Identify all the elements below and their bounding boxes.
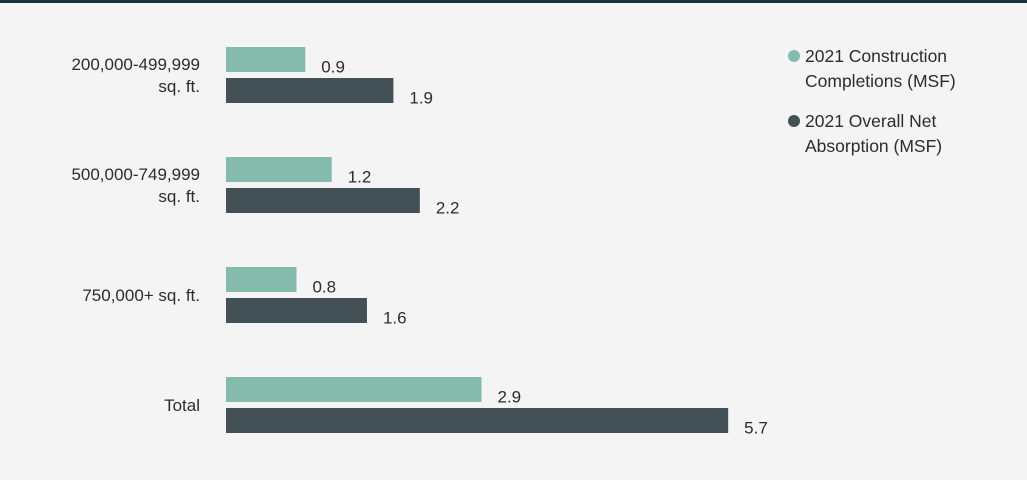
bar-chart: 200,000-499,999 sq. ft. 0.9 1.9 500,000-749,…	[71, 47, 768, 438]
category-label: 500,000-749,999 sq. ft.	[71, 165, 200, 206]
data-label: 2.9	[497, 388, 521, 407]
data-label: 5.7	[744, 419, 768, 438]
legend-item-completions: 2021 Construction Completions (MSF)	[788, 44, 1018, 94]
legend-label-absorption-line1: 2021 Overall Net	[805, 111, 937, 131]
legend: 2021 Construction Completions (MSF) 2021…	[788, 44, 1018, 174]
legend-label-completions-line2: Completions (MSF)	[805, 71, 956, 91]
bar-absorption	[226, 408, 729, 433]
bar-completions	[226, 377, 482, 402]
legend-label-completions-line1: 2021 Construction	[805, 46, 948, 66]
data-label: 0.8	[312, 278, 336, 297]
data-label: 1.9	[409, 89, 433, 108]
legend-label-absorption-line2: Absorption (MSF)	[805, 136, 943, 156]
bar-completions	[226, 157, 332, 182]
data-label: 2.2	[436, 199, 460, 218]
bar-absorption	[226, 298, 367, 323]
bar-completions	[226, 47, 306, 72]
category-label: 200,000-499,999 sq. ft.	[71, 55, 200, 96]
data-label: 1.6	[383, 309, 407, 328]
legend-item-absorption: 2021 Overall Net Absorption (MSF)	[788, 109, 1018, 159]
bar-absorption	[226, 188, 420, 213]
category-label: 750,000+ sq. ft.	[82, 286, 200, 305]
category-label: Total	[164, 396, 200, 415]
bar-completions	[226, 267, 297, 292]
data-label: 0.9	[321, 58, 345, 77]
data-label: 1.2	[348, 168, 372, 187]
legend-swatch-completions	[788, 50, 800, 62]
bar-absorption	[226, 78, 394, 103]
top-rule	[0, 0, 1027, 3]
legend-swatch-absorption	[788, 115, 800, 127]
